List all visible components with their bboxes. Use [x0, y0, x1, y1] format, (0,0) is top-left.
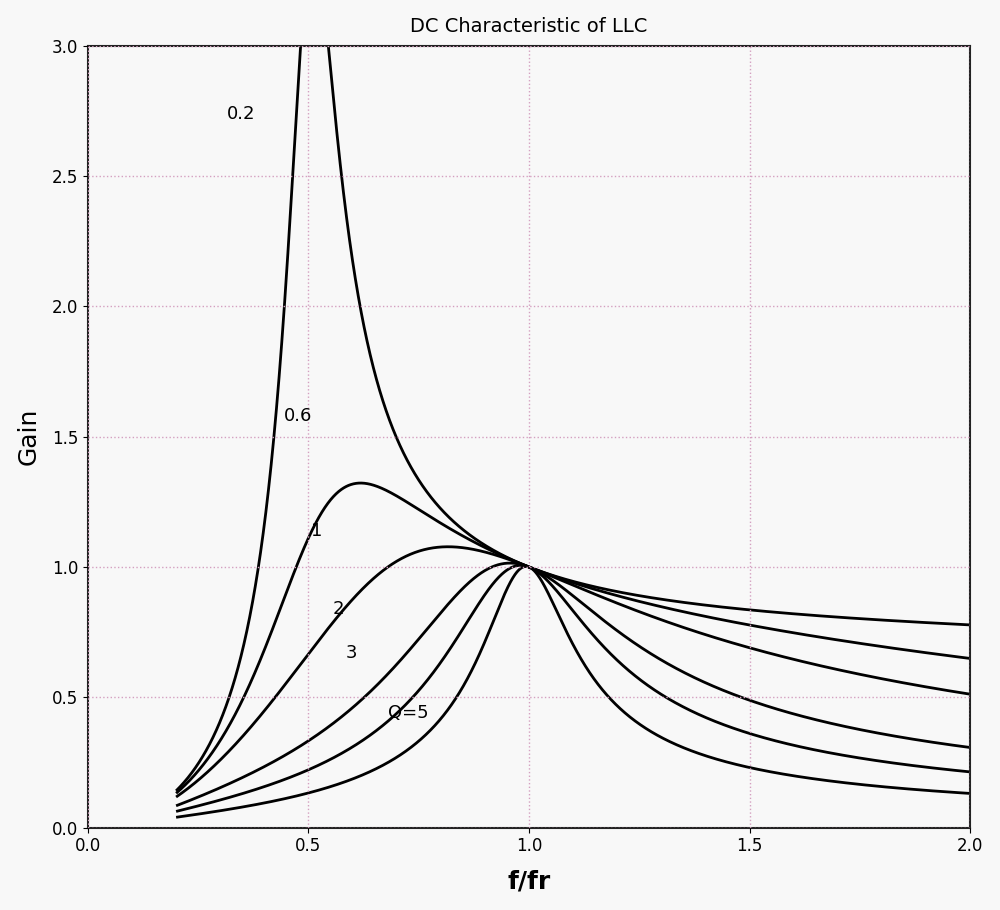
Title: DC Characteristic of LLC: DC Characteristic of LLC: [410, 16, 648, 35]
X-axis label: f/fr: f/fr: [507, 869, 551, 894]
Text: 1: 1: [311, 521, 322, 540]
Text: 0.6: 0.6: [284, 407, 313, 425]
Y-axis label: Gain: Gain: [17, 408, 41, 465]
Text: 0.2: 0.2: [227, 105, 255, 123]
Text: 2: 2: [333, 600, 344, 618]
Text: Q=5: Q=5: [388, 704, 428, 723]
Text: 3: 3: [346, 644, 357, 662]
